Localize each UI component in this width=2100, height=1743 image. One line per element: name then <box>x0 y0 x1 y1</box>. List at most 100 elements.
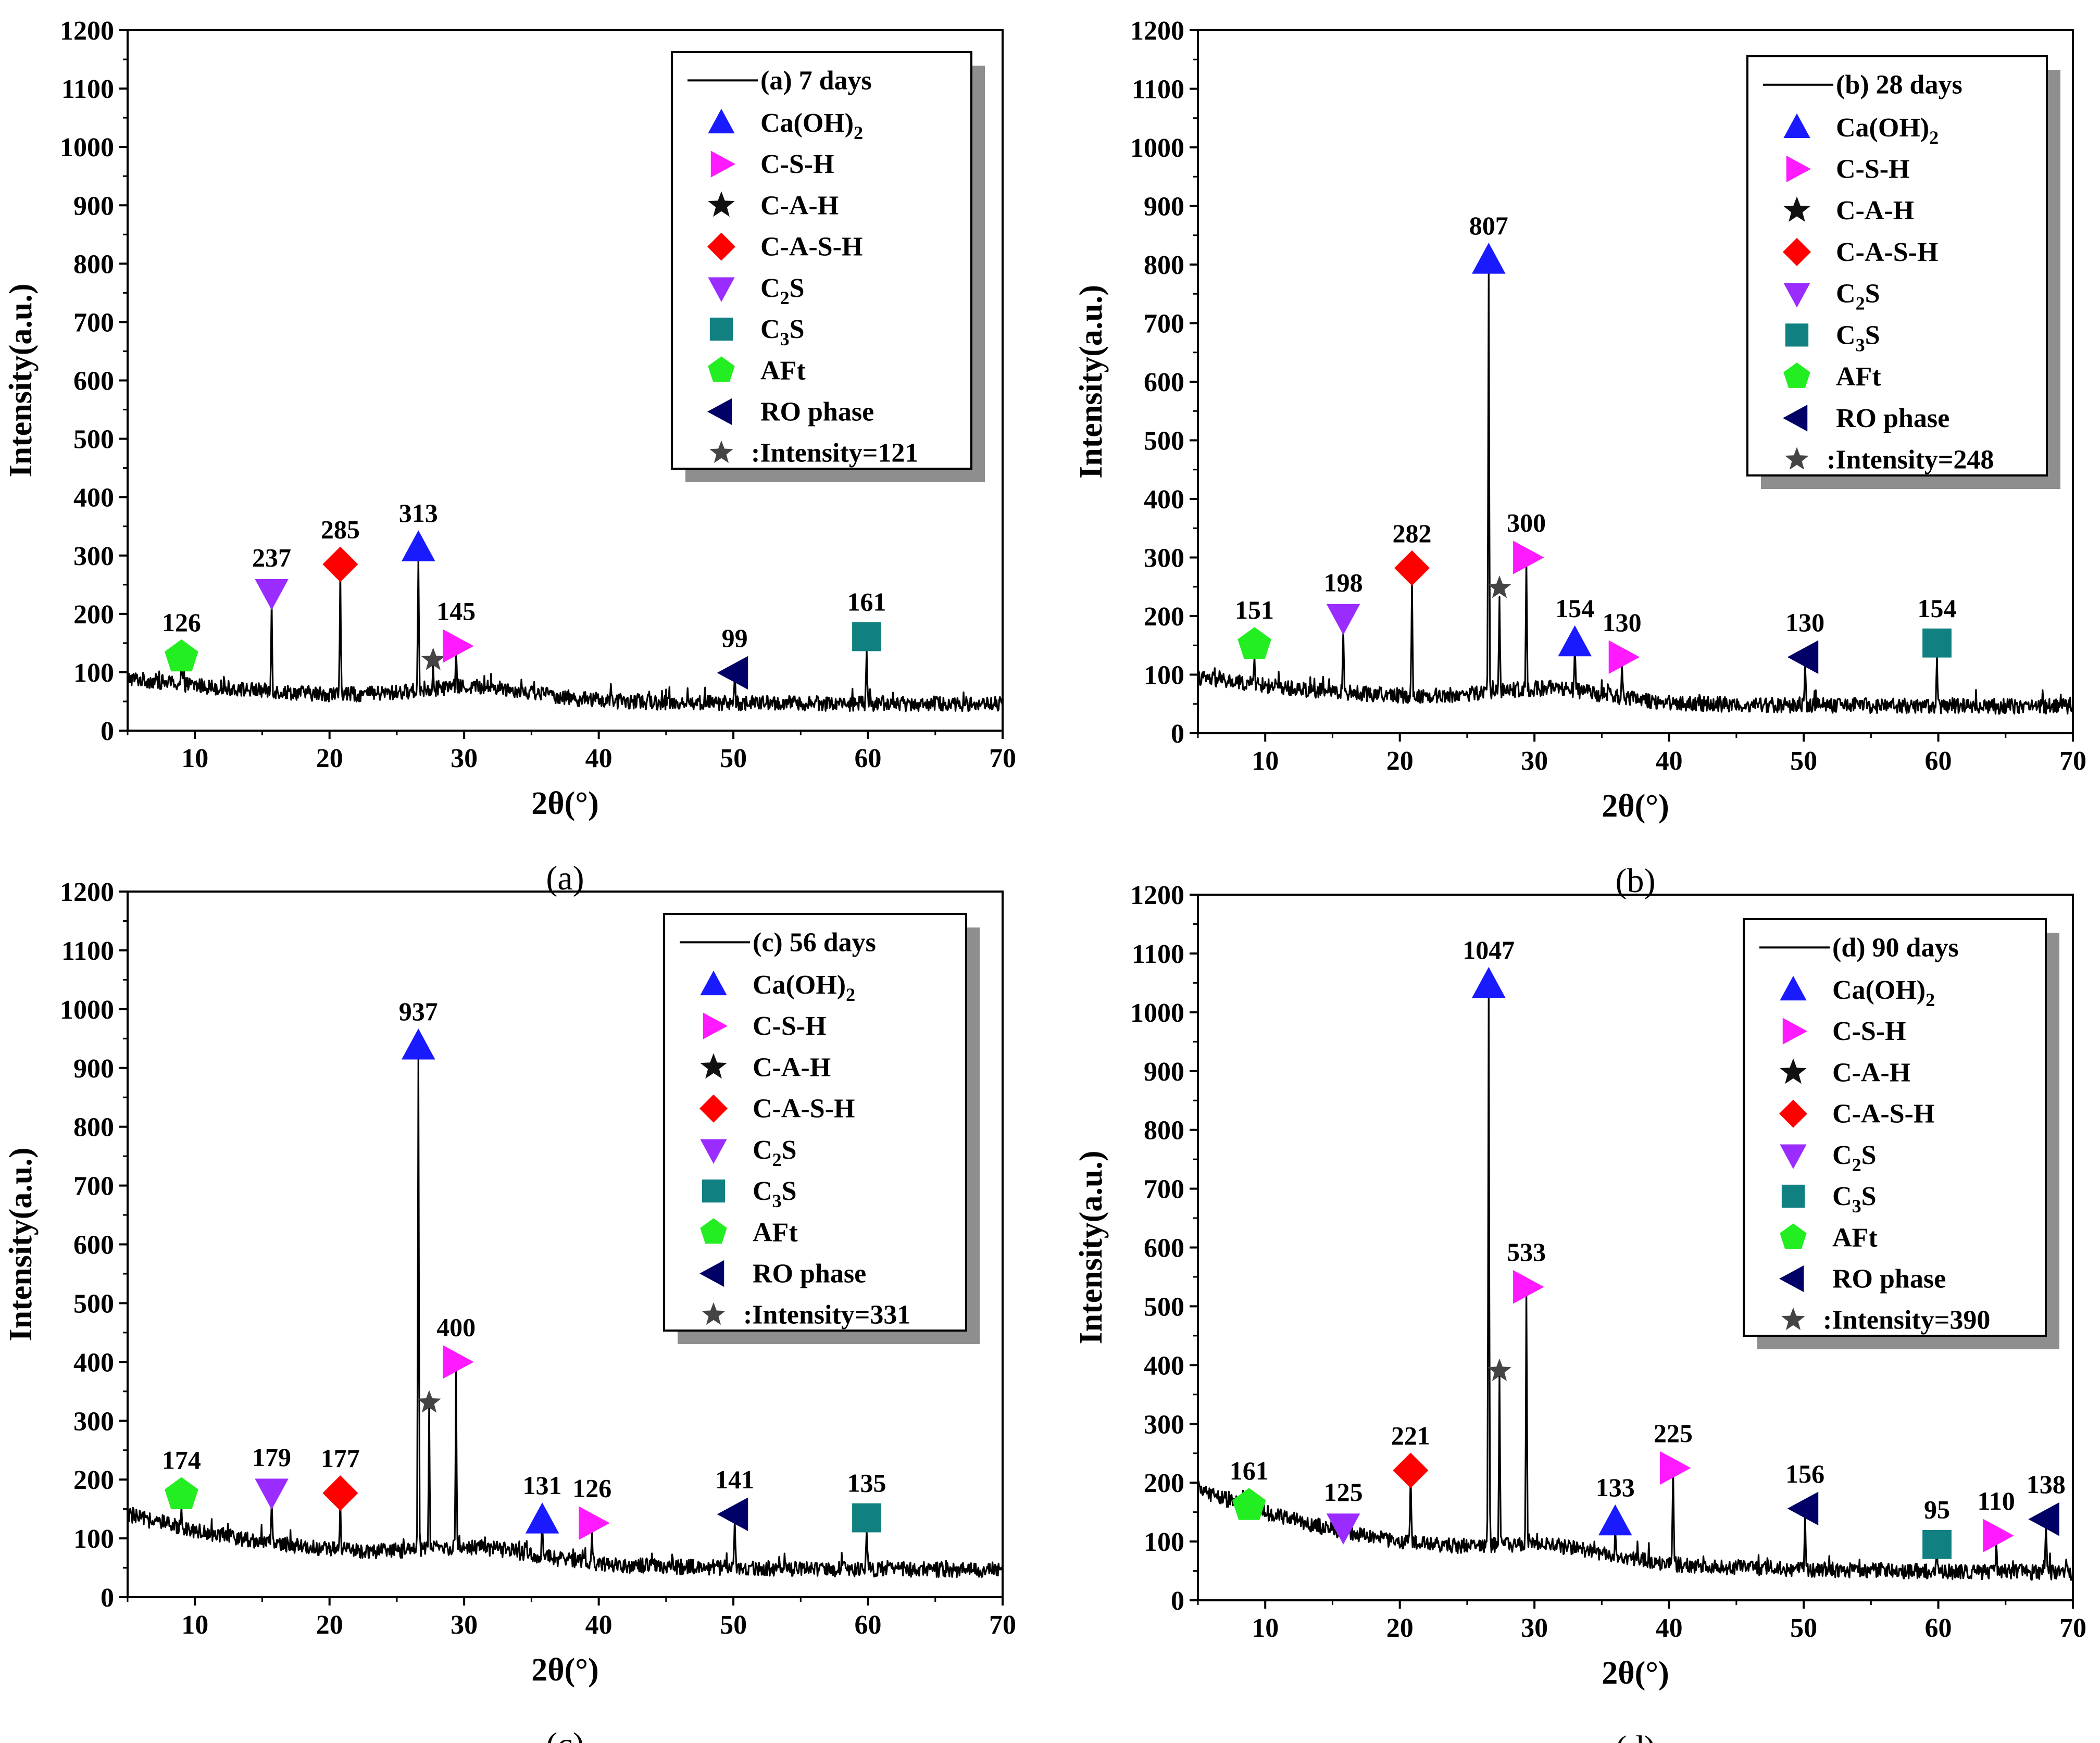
legend-label-aft: AFt <box>1836 362 1881 392</box>
x-tick-label: 40 <box>585 744 612 773</box>
x-tick-label: 20 <box>316 744 343 773</box>
x-tick-label: 70 <box>2059 746 2086 776</box>
peak-marker-csh <box>443 629 474 663</box>
x-tick-label: 60 <box>855 1610 882 1640</box>
y-axis-title: Intensity(a.u.) <box>3 1147 39 1341</box>
peak-marker-ro <box>2028 1502 2059 1536</box>
peak-label: 138 <box>2027 1470 2066 1499</box>
legend-label-cash: C-A-S-H <box>760 232 863 262</box>
legend-label-csh: C-S-H <box>760 149 834 179</box>
y-tick-label: 1200 <box>60 877 114 907</box>
peak-label: 937 <box>399 997 438 1026</box>
peak-marker-c2s <box>1326 1513 1360 1545</box>
x-axis-title: 2θ(°) <box>531 786 598 821</box>
peak-label: 237 <box>252 543 291 572</box>
legend-marker-csh <box>1786 155 1811 183</box>
legend-label-ca_oh2: Ca(OH)2 <box>1836 113 1939 148</box>
panel-caption: (c) <box>546 1726 584 1743</box>
y-tick-label: 200 <box>1144 602 1184 632</box>
y-tick-label: 100 <box>73 658 114 688</box>
x-tick-label: 40 <box>1656 746 1683 776</box>
y-tick-label: 500 <box>73 425 114 455</box>
peak-label: 161 <box>847 587 886 617</box>
peak-label: 130 <box>1603 608 1642 637</box>
x-tick-label: 10 <box>181 744 208 773</box>
peak-marker-ro <box>1787 640 1819 674</box>
panel-d: 0 100 200 300 400 500 600 700 800 900 1000 1100 1200… <box>1073 881 2086 1743</box>
y-tick-label: 1100 <box>61 936 114 966</box>
legend: (d) 90 days Ca(OH)2 C-S-H C-A-H C-A-S-H C2S C3… <box>1743 918 2059 1349</box>
x-tick-label: 30 <box>451 744 478 773</box>
peak-marker-c3s <box>852 622 881 651</box>
y-tick-label: 600 <box>73 367 114 396</box>
y-tick-label: 600 <box>1144 1234 1184 1263</box>
peak-label: 151 <box>1235 595 1274 624</box>
x-tick-label: 50 <box>720 744 747 773</box>
legend: (c) 56 days Ca(OH)2 C-S-H C-A-H C-A-S-H C2S C3… <box>663 913 980 1344</box>
x-tick-label: 20 <box>1386 1613 1414 1643</box>
peak-marker-ca_oh2 <box>525 1502 559 1534</box>
legend-star-icon <box>709 440 733 463</box>
legend-label-c2s: C2S <box>1832 1140 1876 1175</box>
y-tick-label: 100 <box>1144 1527 1184 1557</box>
legend-label-cash: C-A-S-H <box>1836 237 1938 267</box>
y-tick-label: 1200 <box>1130 16 1184 46</box>
peak-label: 126 <box>572 1474 611 1503</box>
y-tick-label: 1000 <box>60 133 114 162</box>
peak-marker-aft <box>165 639 198 672</box>
legend-marker-cah <box>1780 1058 1807 1084</box>
x-tick-label: 20 <box>1386 746 1414 776</box>
y-tick-label: 1100 <box>1132 939 1184 969</box>
y-tick-label: 300 <box>1144 1410 1184 1439</box>
peak-marker-intensity_star <box>421 647 445 670</box>
x-tick-label: 60 <box>1925 746 1952 776</box>
peak-marker-ca_oh2 <box>402 530 435 561</box>
x-tick-label: 50 <box>1790 746 1817 776</box>
legend-label-c2s: C2S <box>1836 279 1880 314</box>
peak-label: 161 <box>1230 1456 1269 1485</box>
legend-marker-csh <box>710 151 735 178</box>
y-tick-label: 200 <box>73 1465 114 1495</box>
legend-label-cash: C-A-S-H <box>1832 1099 1934 1129</box>
peak-marker-c2s <box>255 1478 289 1510</box>
peak-marker-cash <box>1393 1452 1429 1488</box>
y-tick-label: 100 <box>73 1524 114 1554</box>
peak-label: 156 <box>1785 1459 1824 1488</box>
y-tick-label: 700 <box>73 1172 114 1201</box>
peak-marker-csh <box>1659 1451 1691 1485</box>
legend: (b) 28 days Ca(OH)2 C-S-H C-A-H C-A-S-H C2S C3… <box>1746 55 2060 489</box>
peak-label: 807 <box>1469 211 1508 240</box>
peak-marker-cash <box>322 1475 358 1511</box>
legend-label-c3s: C3S <box>1836 320 1880 355</box>
y-tick-label: 1100 <box>1132 75 1184 105</box>
y-tick-label: 400 <box>1144 1351 1184 1381</box>
peak-marker-ca_oh2 <box>1598 1504 1632 1536</box>
legend-label-cah: C-A-H <box>753 1052 831 1082</box>
legend-marker-aft <box>1780 1223 1807 1249</box>
x-tick-label: 70 <box>2059 1613 2086 1643</box>
peak-label: 179 <box>252 1443 291 1472</box>
peak-label: 95 <box>1924 1495 1950 1524</box>
legend-star-icon <box>1781 1307 1805 1331</box>
xrd-trace-line <box>1197 269 2074 715</box>
y-tick-label: 0 <box>1171 719 1184 749</box>
peak-label: 99 <box>722 623 748 653</box>
x-tick-label: 40 <box>1656 1613 1683 1643</box>
peak-marker-cash <box>322 546 358 582</box>
peak-label: 110 <box>1978 1486 2015 1515</box>
legend-label-ro: RO phase <box>1836 404 1949 433</box>
peak-marker-csh <box>1983 1519 2014 1553</box>
peak-marker-ca_oh2 <box>1472 967 1506 998</box>
peak-label: 198 <box>1324 568 1363 597</box>
legend-marker-c2s <box>1783 283 1810 308</box>
peak-label: 225 <box>1654 1419 1693 1448</box>
panel-a: 0 100 200 300 400 500 600 700 800 900 1000 1100 1200… <box>3 16 1016 897</box>
legend-intensity-note: :Intensity=248 <box>1827 445 1994 475</box>
legend-label-cash: C-A-S-H <box>753 1094 855 1124</box>
x-axis-title: 2θ(°) <box>1602 788 1669 824</box>
legend-marker-ro <box>707 398 732 425</box>
legend-series-label: (b) 28 days <box>1836 70 1963 100</box>
peak-marker-aft <box>165 1477 198 1509</box>
xrd-trace-line <box>127 1054 1004 1578</box>
